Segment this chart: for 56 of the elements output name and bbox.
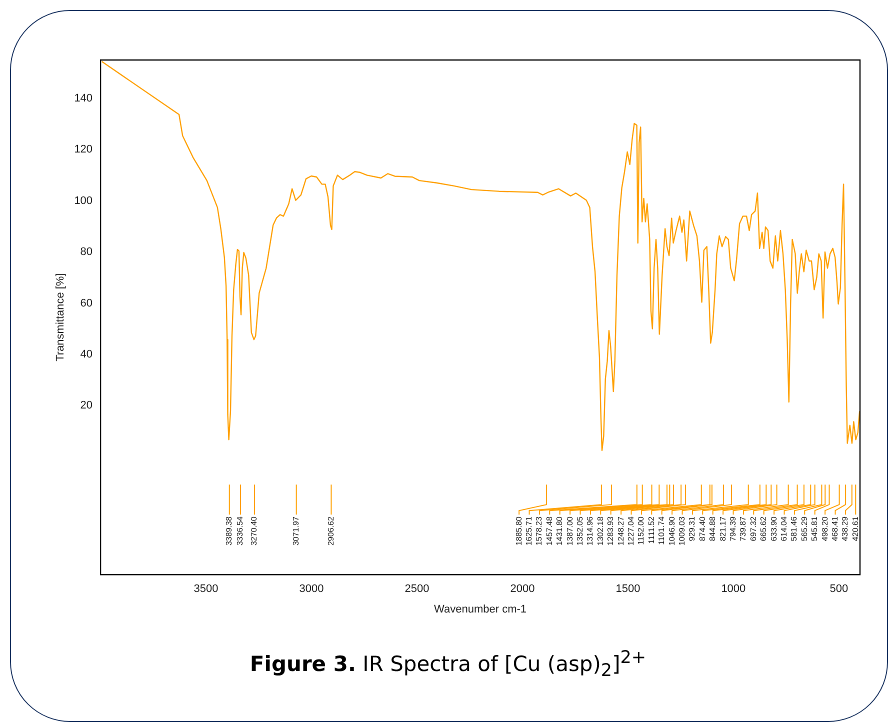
- annotation: 420.61: [850, 516, 860, 542]
- annotation: 1152.00: [636, 516, 646, 545]
- annotation: 2906.62: [326, 516, 336, 546]
- annotation: 3270.40: [250, 516, 259, 546]
- annotation: 1302.18: [596, 516, 605, 546]
- y-tick-label: 120: [74, 144, 93, 156]
- annotation: 438.29: [840, 516, 850, 542]
- x-tick-label: 2500: [404, 583, 430, 596]
- annotation: 1248.27: [616, 516, 626, 546]
- annotation: 614.04: [779, 516, 788, 542]
- y-tick-label: 80: [80, 246, 93, 258]
- x-tick-label: 1500: [616, 583, 640, 596]
- annotation: 874.40: [698, 516, 707, 542]
- x-axis-title: Wavenumber cm-1: [434, 603, 527, 616]
- annotation: 498.20: [820, 516, 830, 542]
- annotation: 1009.03: [677, 516, 686, 546]
- y-axis-title: Transmittance [%]: [54, 273, 67, 362]
- annotation: 794.39: [728, 516, 738, 542]
- annotation: 1101.74: [657, 516, 666, 545]
- y-tick-label: 100: [74, 194, 93, 207]
- y-tick-label: 40: [80, 348, 93, 360]
- annotation: 1457.48: [544, 516, 554, 546]
- y-tick-label: 60: [80, 297, 93, 310]
- x-tick-label: 500: [830, 583, 848, 596]
- annotation: 545.81: [810, 516, 820, 542]
- annotation: 3389.38: [224, 516, 234, 546]
- x-tick-label: 3500: [194, 583, 218, 596]
- annotation: 1046.90: [667, 516, 676, 546]
- annotation: 3336.54: [236, 516, 245, 546]
- x-tick-label: 1000: [721, 583, 746, 596]
- y-tick-label: 20: [80, 400, 93, 412]
- annotation: 1431.80: [555, 516, 564, 546]
- annotation: 1111.52: [646, 516, 656, 544]
- annotation: 1352.05: [575, 516, 584, 546]
- annotation: 581.46: [790, 516, 799, 542]
- annotation: 1227.04: [626, 516, 636, 546]
- y-tick-label: 140: [74, 92, 93, 104]
- annotation: 3071.97: [292, 516, 301, 546]
- annotation: 1387.00: [565, 516, 574, 546]
- annotation: 1625.71: [524, 516, 534, 546]
- annotation: 633.90: [769, 516, 778, 542]
- annotation: 844.88: [708, 516, 718, 542]
- annotation: 565.29: [800, 516, 809, 542]
- x-tick-label: 3000: [299, 583, 324, 596]
- annotation: 1578.23: [534, 516, 544, 546]
- annotation: 1885.80: [514, 516, 524, 546]
- annotation: 1283.93: [606, 516, 616, 546]
- annotation: 739.87: [738, 516, 748, 542]
- x-tick-label: 2000: [510, 583, 535, 596]
- annotation: 697.32: [748, 516, 758, 542]
- annotation: 665.62: [759, 516, 768, 542]
- text: Figure 3. IR Spectra of [Cu (asp)$_{2}$]$^{2+}$: [248, 648, 648, 682]
- annotation: 821.17: [718, 516, 728, 542]
- annotation: 1314.96: [586, 516, 595, 546]
- annotation: 468.41: [830, 516, 840, 542]
- annotation: 929.31: [688, 516, 697, 542]
